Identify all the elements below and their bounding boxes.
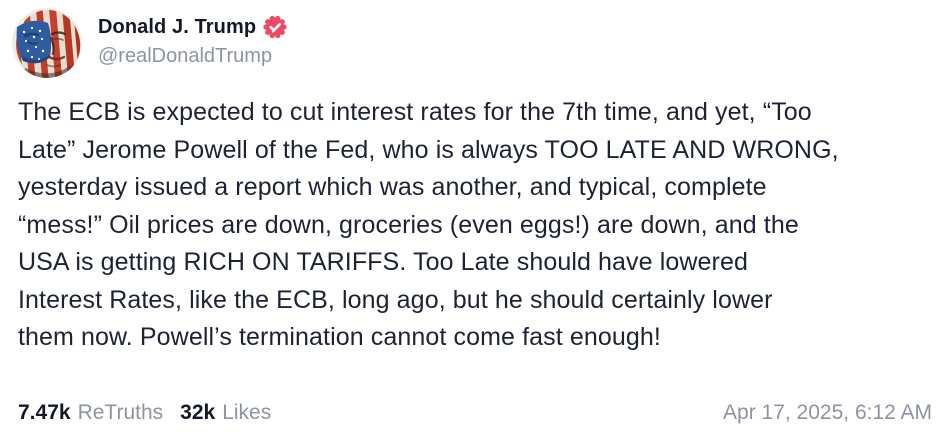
post-stats: 7.47k ReTruths 32k Likes (18, 401, 271, 425)
display-name[interactable]: Donald J. Trump (98, 16, 257, 38)
body-line: Interest Rates, like the ECB, long ago, … (18, 285, 773, 314)
name-row: Donald J. Trump (98, 13, 287, 41)
likes-stat[interactable]: 32k Likes (180, 401, 271, 425)
body-line: The ECB is expected to cut interest rate… (18, 98, 812, 126)
post-body: The ECB is expected to cut interest rate… (18, 94, 936, 357)
author-block: Donald J. Trump (98, 8, 287, 70)
likes-count: 32k (180, 401, 216, 424)
body-line: USA is getting RICH ON TARIFFS. Too Late… (18, 248, 748, 276)
likes-label: Likes (222, 401, 272, 424)
username[interactable]: @realDonaldTrump (98, 45, 273, 67)
verified-badge-icon (263, 15, 287, 39)
avatar-image (12, 8, 82, 78)
retruths-label: ReTruths (77, 401, 164, 424)
body-line: yesterday issued a report which was anot… (18, 173, 767, 201)
post-header: Donald J. Trump (12, 8, 287, 78)
body-line: Late” Jerome Powell of the Fed, who is a… (18, 135, 839, 164)
body-line: “mess!” Oil prices are down, groceries (… (18, 210, 799, 239)
retruths-count: 7.47k (18, 401, 71, 424)
avatar[interactable] (12, 8, 82, 78)
body-line: them now. Powell’s termination cannot co… (18, 323, 661, 351)
timestamp: Apr 17, 2025, 6:12 AM (723, 401, 932, 424)
post-footer: 7.47k ReTruths 32k Likes Apr 17, 2025, 6… (18, 401, 932, 425)
retruths-stat[interactable]: 7.47k ReTruths (18, 401, 163, 425)
